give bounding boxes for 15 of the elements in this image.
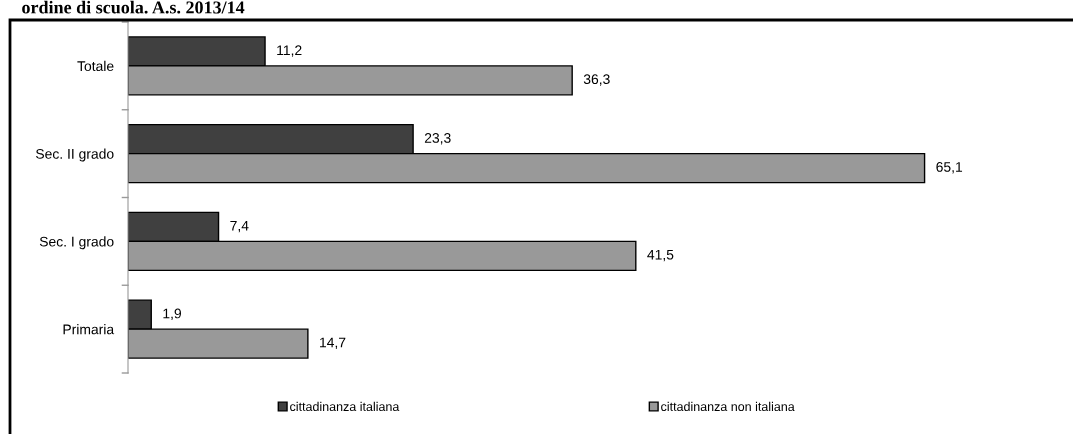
data-label: 1,9 bbox=[163, 308, 182, 321]
y-tick-label: Primaria bbox=[63, 324, 115, 335]
y-tick-label: Totale bbox=[77, 60, 114, 72]
legend-label: cittadinanza italiana bbox=[290, 401, 400, 412]
data-label: 23,3 bbox=[424, 133, 451, 145]
data-label: 41,5 bbox=[647, 249, 674, 262]
data-label: 7,4 bbox=[230, 220, 249, 233]
y-tick-label: Sec. II grado bbox=[36, 148, 114, 162]
data-label: 36,3 bbox=[583, 74, 610, 86]
y-tick-label: Sec. I grado bbox=[39, 236, 114, 250]
legend-label: cittadinanza non italiana bbox=[661, 401, 795, 412]
data-label: 11,2 bbox=[277, 45, 302, 57]
data-label: 14,7 bbox=[320, 337, 346, 349]
data-label: 65,1 bbox=[936, 162, 963, 174]
chart-title: ordine di scuola. A.s. 2013/14 bbox=[22, 0, 245, 14]
